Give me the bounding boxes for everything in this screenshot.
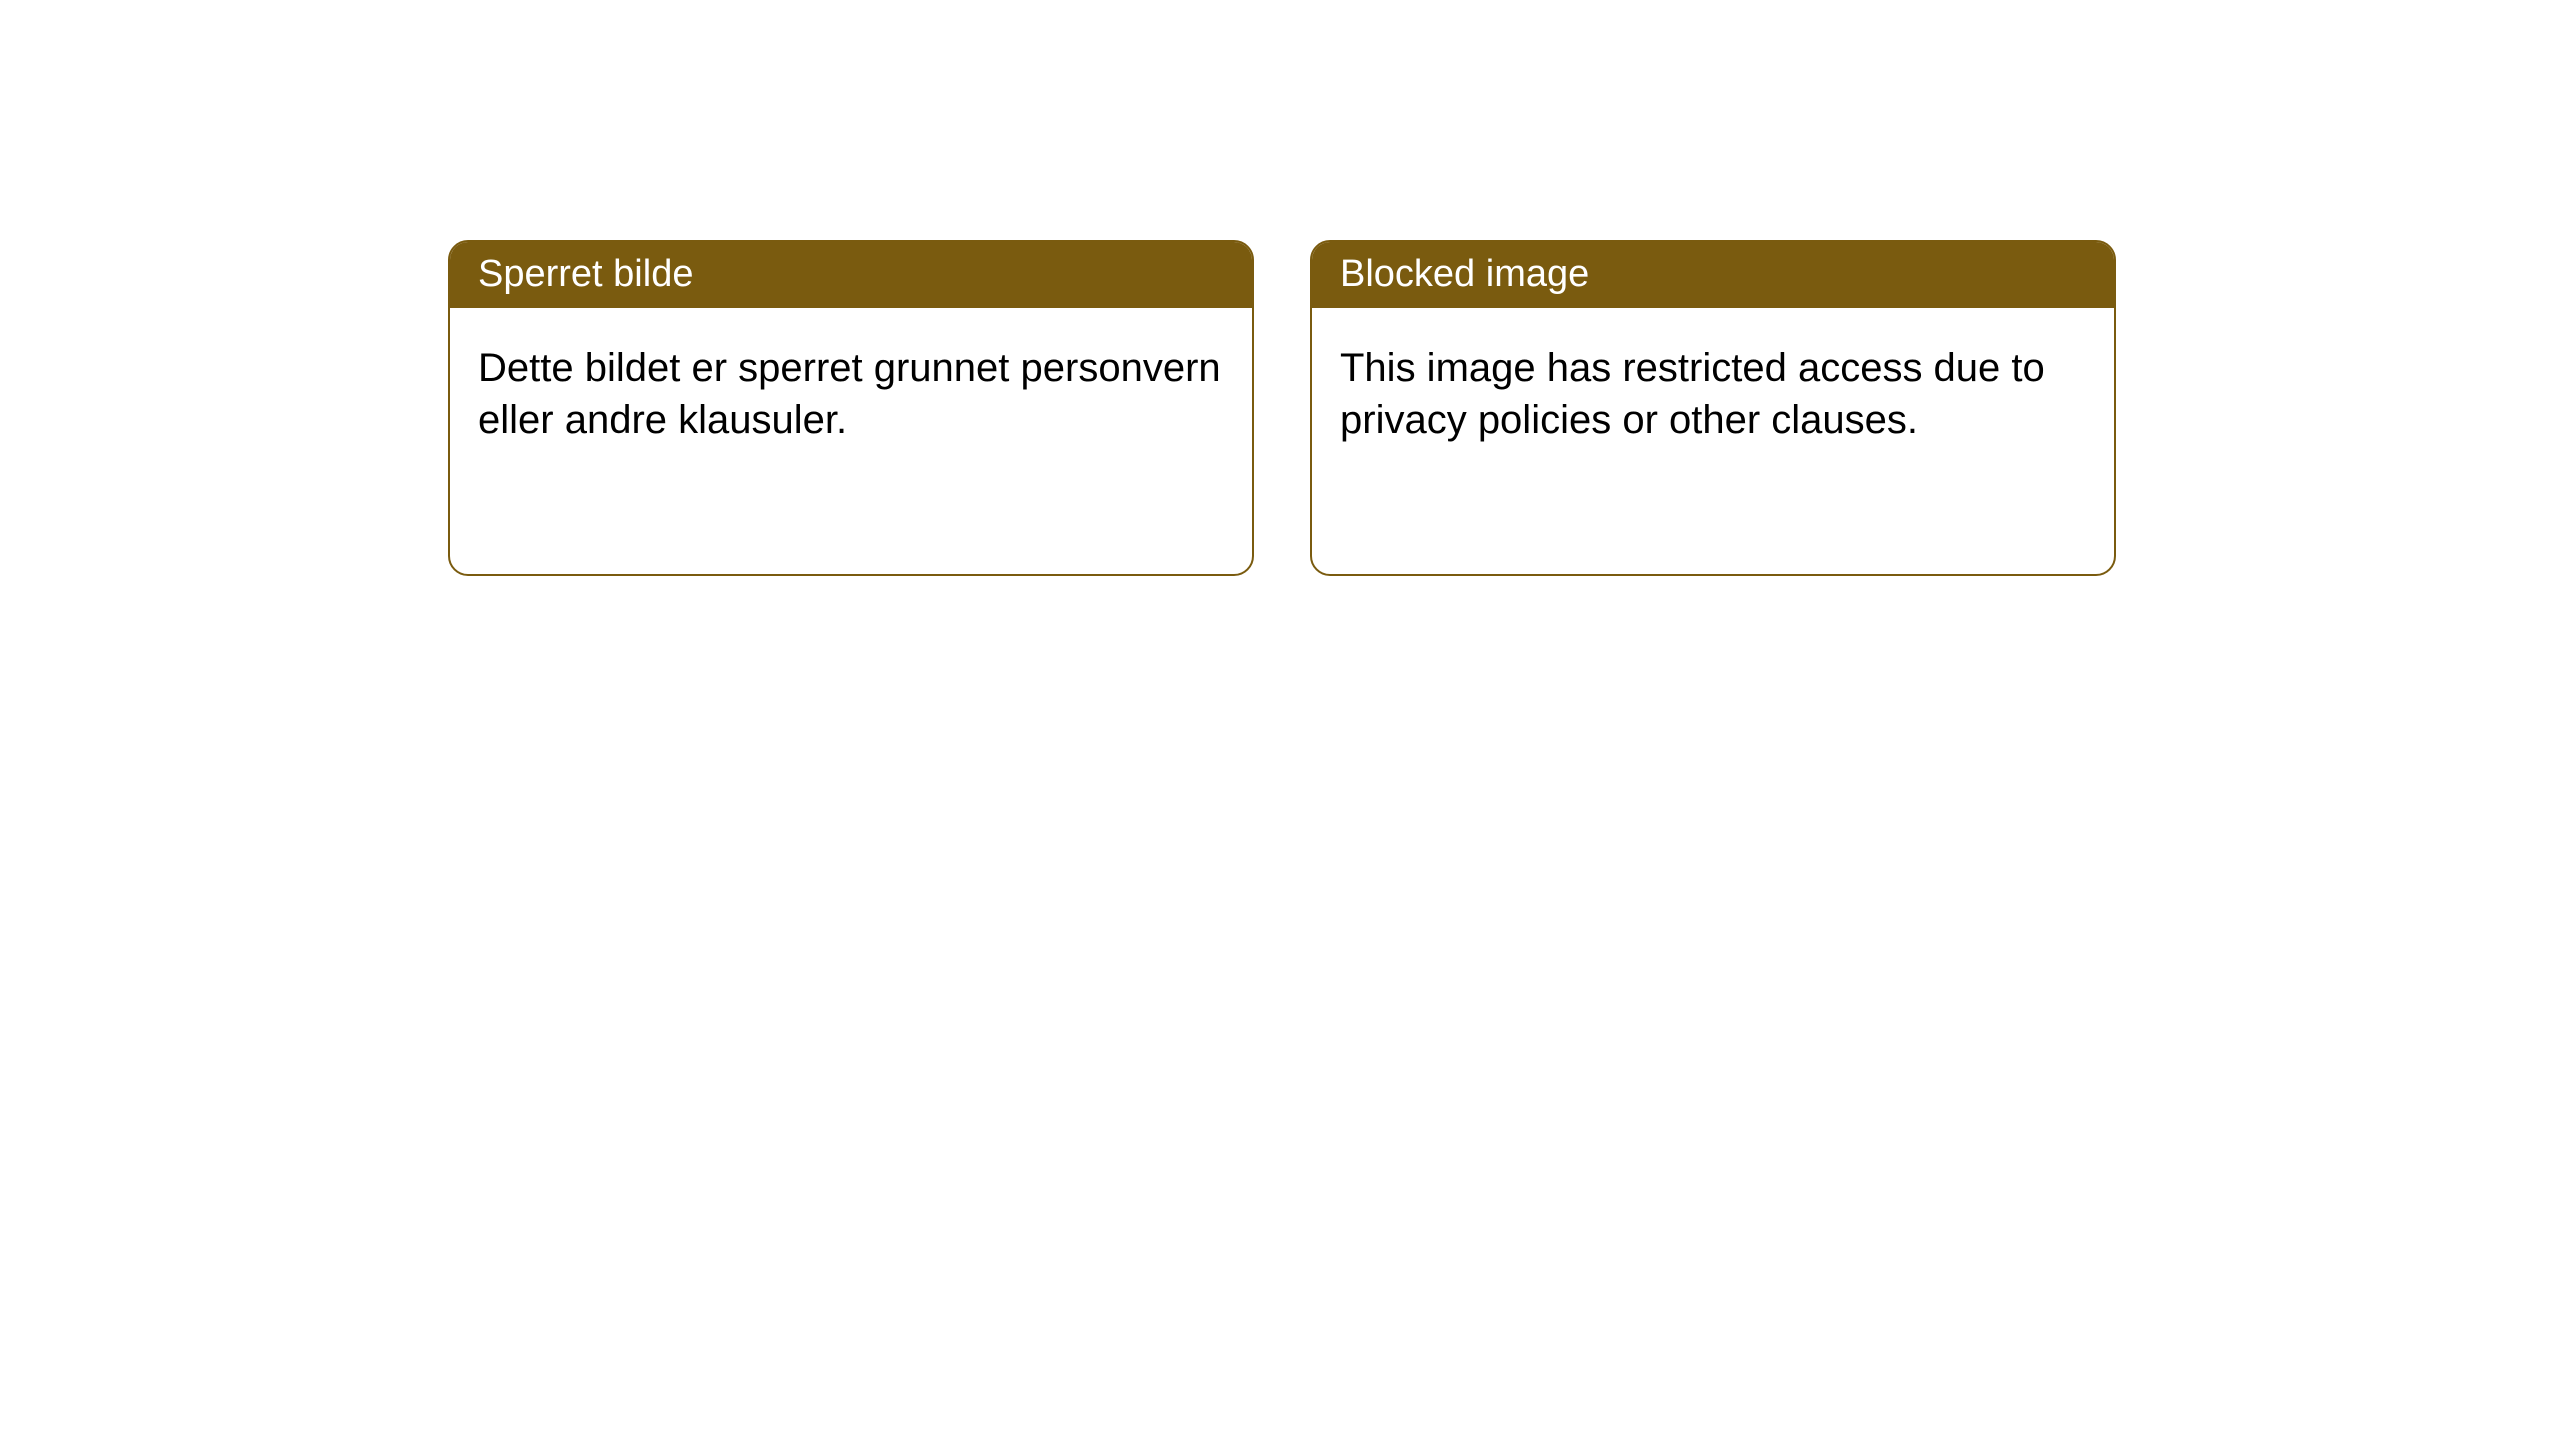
card-body-norwegian: Dette bildet er sperret grunnet personve… xyxy=(450,308,1252,480)
card-title-norwegian: Sperret bilde xyxy=(478,253,693,295)
blocked-image-card-norwegian: Sperret bilde Dette bildet er sperret gr… xyxy=(448,240,1254,576)
notice-cards-container: Sperret bilde Dette bildet er sperret gr… xyxy=(448,240,2116,576)
card-header-english: Blocked image xyxy=(1312,242,2114,308)
blocked-image-card-english: Blocked image This image has restricted … xyxy=(1310,240,2116,576)
card-body-english: This image has restricted access due to … xyxy=(1312,308,2114,480)
card-title-english: Blocked image xyxy=(1340,253,1589,295)
card-body-text-norwegian: Dette bildet er sperret grunnet personve… xyxy=(478,346,1221,442)
card-header-norwegian: Sperret bilde xyxy=(450,242,1252,308)
card-body-text-english: This image has restricted access due to … xyxy=(1340,346,2045,442)
